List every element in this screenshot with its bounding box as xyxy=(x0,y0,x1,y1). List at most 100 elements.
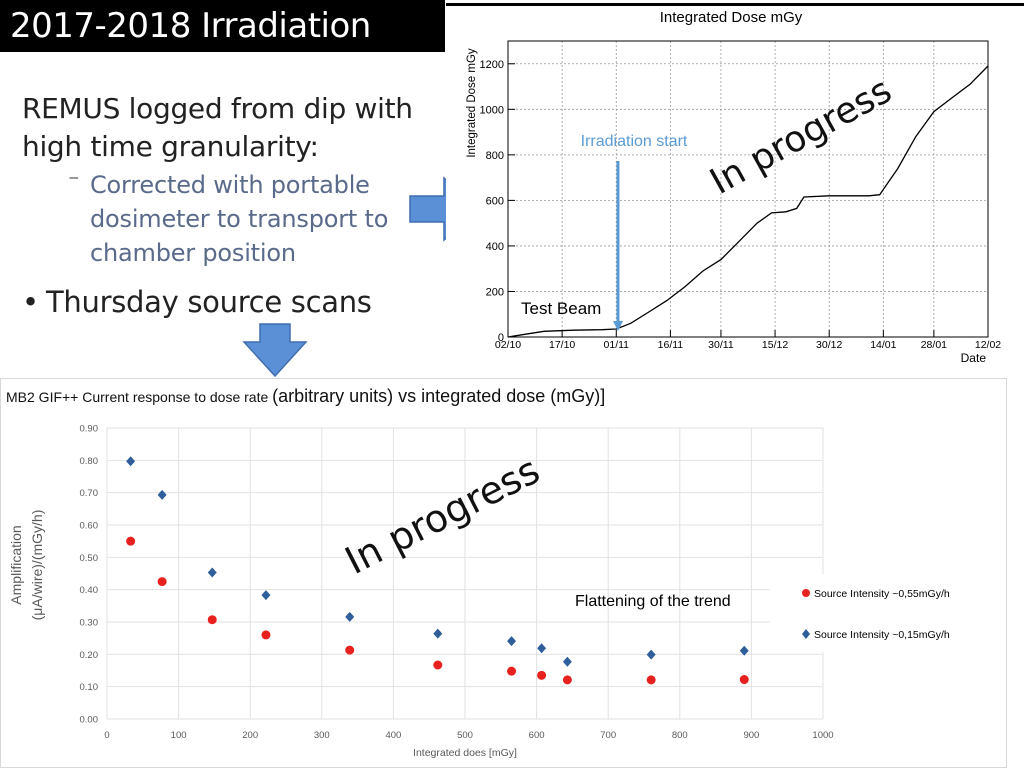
dose-chart-ylabel: Integrated Dose mGy xyxy=(466,48,478,158)
amplification-chart-panel xyxy=(0,378,1007,768)
amp-point-blue xyxy=(507,636,517,647)
amp-x-tick-label: 200 xyxy=(242,730,258,741)
dose-x-tick-label: 30/11 xyxy=(708,339,734,351)
amp-x-tick-label: 700 xyxy=(600,730,616,741)
amp-y-tick-label: 0.60 xyxy=(80,521,99,532)
amp-y-tick-label: 0.80 xyxy=(80,456,99,467)
dose-x-tick-label: 01/11 xyxy=(604,339,630,351)
amp-point-red xyxy=(507,666,517,676)
dose-x-tick-label: 30/12 xyxy=(816,339,842,351)
legend-label-red: Source Intensity ~0,55mGy/h xyxy=(814,588,950,600)
sub-bullet-marker: ⁻ xyxy=(68,170,80,195)
dose-chart-xlabel: Date xyxy=(961,351,987,365)
legend-background xyxy=(770,574,1000,652)
dose-y-tick-label: 800 xyxy=(486,150,504,162)
amp-y-tick-label: 0.30 xyxy=(80,618,99,629)
amp-y-tick-label: 0.20 xyxy=(80,650,99,661)
irradiation-start-arrowhead xyxy=(613,321,623,331)
dose-x-tick-label: 17/10 xyxy=(549,339,575,351)
legend-label-blue: Source Intensity ~0,15mGy/h xyxy=(814,629,950,641)
amp-point-red xyxy=(739,675,749,685)
slide-title-bar: 2017-2018 Irradiation xyxy=(0,0,445,52)
legend-marker-red xyxy=(802,589,810,597)
sub-bullet-text: Corrected with portable dosimeter to tra… xyxy=(90,171,389,267)
amp-point-red xyxy=(646,675,656,685)
amp-point-blue xyxy=(261,590,271,601)
amp-x-tick-label: 100 xyxy=(171,730,187,741)
amp-y-tick-label: 0.00 xyxy=(80,715,99,726)
amplification-chart-ticks: 0.00 0.10 0.20 0.30 0.40 0.50 0.60 0.70 0.80 0.90… xyxy=(80,424,834,742)
bullet-remus: REMUS logged from dip with high time gra… xyxy=(22,92,413,163)
amp-point-blue xyxy=(207,567,217,578)
bullet-marker: • xyxy=(22,285,39,319)
dose-x-tick-label: 12/02 xyxy=(975,339,1001,351)
dose-x-tick-label: 28/01 xyxy=(921,339,947,351)
dose-y-tick-label: 200 xyxy=(486,286,504,298)
legend-marker-blue xyxy=(802,629,810,639)
dose-chart-top-border xyxy=(446,3,1024,6)
amplification-chart: 0.00 0.10 0.20 0.30 0.40 0.50 0.60 0.70 0.80 0.90… xyxy=(8,424,1000,759)
amp-x-tick-label: 300 xyxy=(314,730,330,741)
amp-point-blue xyxy=(157,489,167,500)
amplification-legend: Source Intensity ~0,55mGy/h Source Inten… xyxy=(770,574,1000,652)
amp-x-tick-label: 400 xyxy=(385,730,401,741)
amplification-chart-ylabel-2: (μA/wire)/(mGy/h) xyxy=(29,510,45,621)
bullet-thursday-text: Thursday source scans xyxy=(46,285,372,319)
amp-y-tick-label: 0.70 xyxy=(80,488,99,499)
dose-chart-ticks: 02/10 17/10 01/11 16/11 30/11 15/12 30/12 14/01… xyxy=(480,59,1002,351)
amp-point-blue xyxy=(646,649,656,660)
amp-point-red xyxy=(537,670,547,680)
amplification-chart-title-small: MB2 GIF++ Current response to dose rate xyxy=(6,389,269,405)
amplification-chart-title-large: (arbitrary units) vs integrated dose (mG… xyxy=(272,386,606,406)
amp-x-tick-label: 800 xyxy=(672,730,688,741)
amplification-chart-grid xyxy=(106,427,824,720)
dose-x-tick-label: 15/12 xyxy=(762,339,788,351)
amp-point-red xyxy=(126,536,136,546)
amp-point-red xyxy=(157,577,167,587)
dose-x-tick-label: 02/10 xyxy=(495,339,521,351)
dose-x-tick-label: 16/11 xyxy=(658,339,684,351)
dose-y-tick-label: 1200 xyxy=(480,59,504,71)
amp-point-red xyxy=(562,675,572,685)
amplification-in-progress-stamp: In progress xyxy=(338,448,546,583)
dose-chart-grid xyxy=(508,41,988,337)
sub-bullet-corrected: ⁻ Corrected with portable dosimeter to t… xyxy=(68,168,442,270)
dose-series-line xyxy=(507,65,989,338)
dose-chart-background xyxy=(446,3,1024,370)
bullet-list: REMUS logged from dip with high time gra… xyxy=(22,90,442,322)
amp-point-blue xyxy=(126,456,136,467)
dose-y-tick-label: 1000 xyxy=(480,104,504,116)
amp-x-tick-label: 1000 xyxy=(812,730,833,741)
dose-chart-title: Integrated Dose mGy xyxy=(660,9,803,26)
bullet-thursday: • Thursday source scans xyxy=(22,282,442,322)
amp-y-tick-label: 0.40 xyxy=(80,585,99,596)
amp-point-blue xyxy=(345,611,355,622)
amplification-chart-points xyxy=(126,456,749,685)
amp-point-red xyxy=(345,645,355,655)
amplification-chart-title: MB2 GIF++ Current response to dose rate … xyxy=(6,386,605,407)
slide-title: 2017-2018 Irradiation xyxy=(10,6,371,46)
test-beam-label: Test Beam xyxy=(521,299,601,318)
down-arrow-icon xyxy=(242,323,308,378)
amp-point-red xyxy=(433,660,443,670)
amp-point-red xyxy=(261,630,271,640)
amp-point-red xyxy=(207,615,217,625)
flattening-annotation: Flattening of the trend xyxy=(575,593,731,610)
amp-x-tick-label: 600 xyxy=(529,730,545,741)
amp-point-blue xyxy=(562,656,572,667)
amp-x-tick-label: 0 xyxy=(104,730,109,741)
dose-chart: Integrated Dose mGy Integrated Dose mGy … xyxy=(446,3,1024,370)
irradiation-start-label: Irradiation start xyxy=(581,133,688,150)
amp-point-blue xyxy=(739,645,749,656)
amp-x-tick-label: 500 xyxy=(457,730,473,741)
amp-point-blue xyxy=(537,643,547,654)
amp-y-tick-label: 0.90 xyxy=(80,424,99,435)
amp-y-tick-label: 0.10 xyxy=(80,682,99,693)
dose-y-tick-label: 0 xyxy=(498,332,504,344)
dose-plot-frame xyxy=(507,40,989,338)
amplification-chart-ylabel-1: Amplification xyxy=(8,525,24,604)
amp-x-tick-label: 900 xyxy=(743,730,759,741)
amplification-chart-xlabel: Integrated does [mGy] xyxy=(413,747,517,759)
dose-x-tick-label: 14/01 xyxy=(870,339,896,351)
dose-y-tick-label: 400 xyxy=(486,241,504,253)
